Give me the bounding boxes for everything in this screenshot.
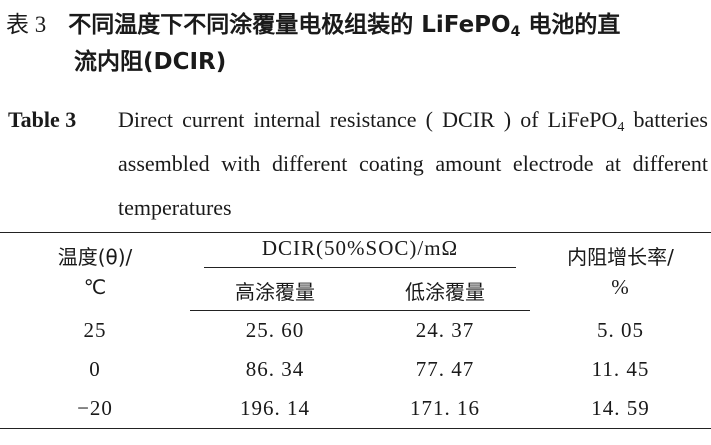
cell-high: 25. 60 <box>245 318 305 343</box>
table-label-english: Table 3 <box>8 107 77 132</box>
caption-cn-line2: 流内阻(DCIR) <box>74 49 227 75</box>
dcir-table: 温度(θ)/ ℃ DCIR(50%SOC)/mΩ 内阻增长率/ % 高涂覆量 低… <box>0 232 711 429</box>
caption-en-subscript: 4 <box>617 120 625 135</box>
header-growth-line1: 内阻增长率/ <box>567 244 674 269</box>
table-row: 0 86. 34 77. 47 11. 45 <box>0 351 711 389</box>
header-temperature-line1: 温度(θ)/ <box>57 244 133 269</box>
cell-high: 86. 34 <box>245 357 305 381</box>
cell-temp: 0 <box>89 357 101 381</box>
cell-growth: 5. 05 <box>597 318 644 342</box>
cell-low: 171. 16 <box>360 388 530 429</box>
caption-cn-subscript: 4 <box>510 24 521 40</box>
caption-en-prefix: Direct current internal resistance ( DCI… <box>118 107 618 132</box>
table-label-chinese: 表 3 <box>6 12 47 37</box>
header-dcir: DCIR(50%SOC)/mΩ <box>190 233 530 271</box>
table-row: −20 196. 14 171. 16 14. 59 <box>0 388 711 429</box>
cell-low: 24. 37 <box>415 318 475 343</box>
cell-growth: 11. 45 <box>591 357 650 381</box>
header-low-coating: 低涂覆量 <box>360 270 530 311</box>
header-temperature-line2: ℃ <box>83 274 107 299</box>
header-growth-rate: 内阻增长率/ % <box>530 233 711 311</box>
table-row: 25 25. 60 24. 37 5. 05 <box>0 311 711 351</box>
table-caption-english: Table 3 Direct current internal resistan… <box>8 98 708 230</box>
table-caption-chinese: 表 3 不同温度下不同涂覆量电极组装的 LiFePO4 电池的直 流内阻(DCIR… <box>6 6 706 81</box>
caption-cn-line1-prefix: 不同温度下不同涂覆量电极组装的 LiFePO <box>68 12 511 38</box>
cell-growth: 14. 59 <box>530 388 711 429</box>
cell-temp: −20 <box>0 388 190 429</box>
header-temperature: 温度(θ)/ ℃ <box>0 233 190 311</box>
cell-low: 77. 47 <box>415 357 475 381</box>
header-growth-line2: % <box>611 274 630 299</box>
cell-temp: 25 <box>83 318 107 342</box>
cell-high: 196. 14 <box>190 388 360 429</box>
header-dcir-label: DCIR(50%SOC)/mΩ <box>204 236 516 268</box>
caption-cn-line1-suffix: 电池的直 <box>520 12 621 38</box>
caption-en-suffix: batteries assembled with different coati… <box>118 107 708 220</box>
header-high-coating: 高涂覆量 <box>190 270 360 311</box>
